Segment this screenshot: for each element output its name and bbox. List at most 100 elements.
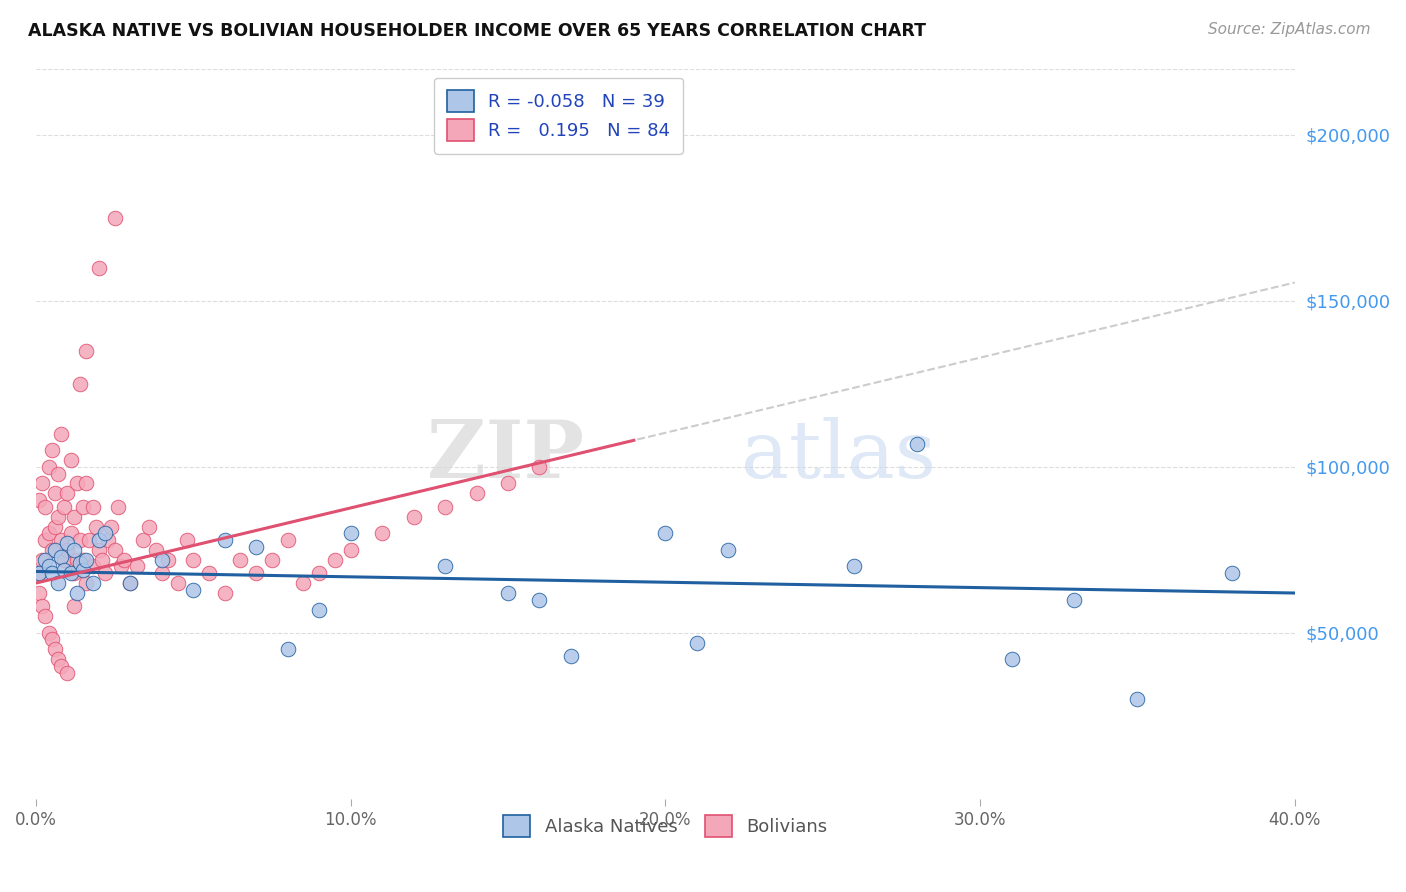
Point [66,476,89,491]
Point [434,500,457,514]
Point [339,526,361,541]
Point [496,476,519,491]
Point [75,343,97,358]
Point [62,566,84,580]
Point [38,625,60,640]
Point [308,566,330,580]
Point [46,576,69,591]
Point [402,509,425,524]
Point [110,559,132,574]
Point [34,533,56,547]
Point [72,553,94,567]
Text: atlas: atlas [741,417,936,494]
Point [245,566,267,580]
Point [66,553,89,567]
Point [717,542,740,557]
Point [150,566,173,580]
Point [1220,566,1243,580]
Point [69,376,91,391]
Point [181,582,204,597]
Point [529,459,551,474]
Text: Source: ZipAtlas.com: Source: ZipAtlas.com [1208,22,1371,37]
Point [49,426,72,441]
Point [44,519,66,533]
Point [31,553,53,567]
Point [292,576,315,591]
Point [87,533,110,547]
Point [198,566,221,580]
Point [87,542,110,557]
Point [84,519,107,533]
Point [53,553,76,567]
Point [82,576,104,591]
Point [686,636,709,650]
Point [79,533,101,547]
Point [1126,692,1149,706]
Point [87,260,110,275]
Point [308,602,330,616]
Point [125,559,148,574]
Point [529,592,551,607]
Point [97,533,120,547]
Point [41,542,63,557]
Point [277,533,299,547]
Legend: Alaska Natives, Bolivians: Alaska Natives, Bolivians [496,808,835,845]
Point [132,533,155,547]
Point [214,533,236,547]
Point [245,540,267,554]
Point [905,436,928,450]
Point [75,476,97,491]
Point [31,476,53,491]
Point [138,519,160,533]
Point [34,553,56,567]
Point [56,486,79,500]
Point [844,559,866,574]
Point [260,553,283,567]
Point [62,542,84,557]
Point [72,563,94,577]
Point [277,642,299,657]
Point [150,553,173,567]
Point [53,500,76,514]
Point [49,659,72,673]
Point [28,566,51,580]
Point [28,586,51,600]
Point [1000,652,1022,666]
Point [560,649,582,664]
Point [145,542,167,557]
Point [104,542,127,557]
Point [94,566,117,580]
Point [181,553,204,567]
Point [323,553,346,567]
Point [69,533,91,547]
Point [434,559,457,574]
Point [46,467,69,481]
Point [229,553,252,567]
Point [41,632,63,647]
Point [66,586,89,600]
Point [176,533,198,547]
Point [82,500,104,514]
Point [46,652,69,666]
Point [62,599,84,614]
Point [41,443,63,458]
Point [120,576,142,591]
Point [49,549,72,564]
Point [56,536,79,550]
Point [59,453,82,467]
Point [72,500,94,514]
Point [1063,592,1085,607]
Point [44,542,66,557]
Point [38,459,60,474]
Point [82,559,104,574]
Point [62,509,84,524]
Point [94,526,117,541]
Point [100,519,122,533]
Point [34,500,56,514]
Point [371,526,394,541]
Text: ALASKA NATIVE VS BOLIVIAN HOUSEHOLDER INCOME OVER 65 YEARS CORRELATION CHART: ALASKA NATIVE VS BOLIVIAN HOUSEHOLDER IN… [28,22,927,40]
Point [31,599,53,614]
Point [339,542,361,557]
Point [41,566,63,580]
Point [38,559,60,574]
